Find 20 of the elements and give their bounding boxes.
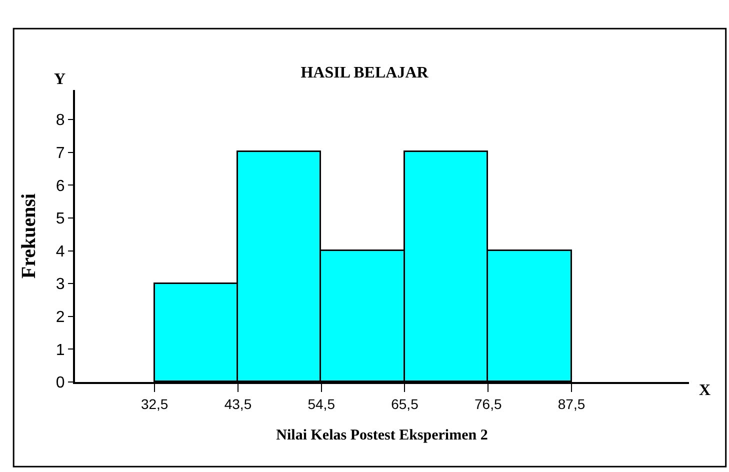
chart-title: HASIL BELAJAR (300, 64, 429, 82)
y-axis-title: Frekuensi (18, 192, 40, 279)
text: Y (54, 71, 66, 88)
x-tick-label: 32,5 (140, 396, 168, 412)
y-tick-label: 5 (56, 210, 65, 228)
y-tick-label: 1 (56, 342, 65, 359)
x-tick-label: 65,5 (391, 396, 419, 412)
y-tick-label: 3 (56, 276, 65, 294)
x-axis-title: Nilai Kelas Postest Eksperimen 2 (276, 427, 488, 444)
y-tick-label: 4 (56, 243, 65, 260)
x-tick-label: 43,5 (224, 396, 252, 412)
x-tick-label: 76,5 (474, 396, 502, 412)
y-tick-label: 6 (56, 178, 65, 195)
y-tick-label: 8 (56, 112, 65, 130)
text: X (699, 382, 711, 399)
y-tick-label: 2 (56, 308, 65, 326)
x-tick-label: 54,5 (308, 396, 336, 412)
y-tick-label: 7 (56, 144, 65, 162)
x-tick-label: 87,5 (558, 396, 586, 412)
y-tick-label: 0 (56, 374, 65, 392)
